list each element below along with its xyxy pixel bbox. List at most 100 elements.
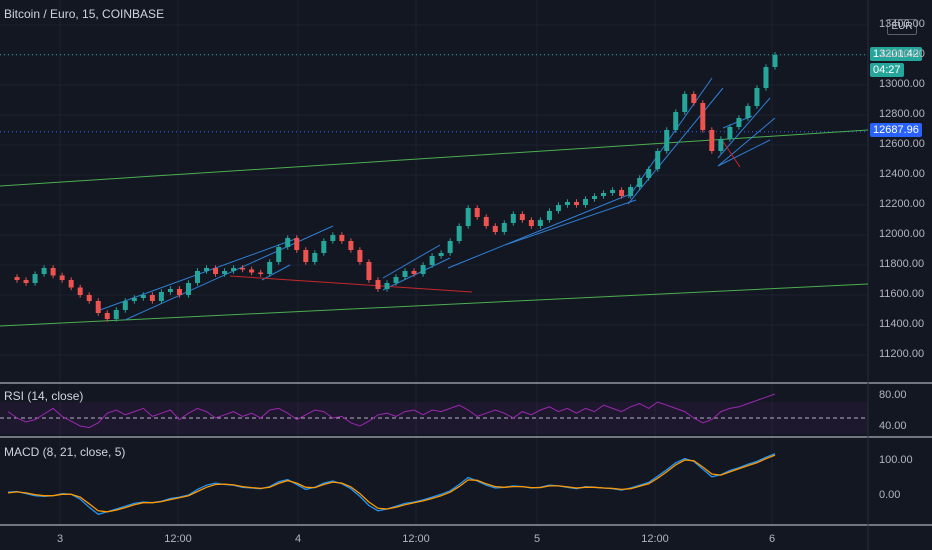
candle-body bbox=[231, 268, 237, 271]
trend-line bbox=[627, 87, 724, 205]
price-tick: 12200.00 bbox=[879, 198, 925, 210]
candle-body bbox=[258, 272, 264, 274]
candle-body bbox=[176, 289, 182, 295]
chart-title: Bitcoin / Euro, 15, COINBASE bbox=[4, 7, 165, 21]
price-tick: 12600.00 bbox=[879, 138, 925, 150]
price-tick: 11600.00 bbox=[879, 288, 925, 300]
candle-body bbox=[41, 268, 47, 274]
candle-body bbox=[619, 190, 625, 196]
candle-body bbox=[267, 262, 273, 274]
rsi-label[interactable]: RSI (14, close) bbox=[4, 389, 84, 403]
candle-body bbox=[691, 94, 697, 103]
candle-body bbox=[745, 106, 751, 118]
trend-line bbox=[124, 225, 334, 321]
candle-body bbox=[646, 169, 652, 178]
candle-body bbox=[655, 151, 661, 169]
candle-body bbox=[32, 274, 38, 283]
candle-body bbox=[583, 199, 589, 205]
signal-line bbox=[7, 454, 776, 513]
candle-body bbox=[546, 211, 552, 220]
time-tick: 12:00 bbox=[641, 533, 669, 545]
candle-body bbox=[357, 250, 363, 262]
candle-body bbox=[140, 295, 146, 298]
candle-body bbox=[411, 271, 417, 274]
candle-body bbox=[528, 220, 534, 226]
price-tick: 13200.00 bbox=[879, 48, 925, 60]
candle-body bbox=[754, 88, 760, 106]
time-tick: 12:00 bbox=[402, 533, 430, 545]
candle-body bbox=[68, 280, 74, 288]
candle-body bbox=[456, 226, 462, 241]
candle-body bbox=[420, 265, 426, 274]
candle-body bbox=[222, 271, 228, 274]
price-tick: 13000.00 bbox=[879, 78, 925, 90]
candle-body bbox=[736, 118, 742, 127]
candle-body bbox=[465, 208, 471, 226]
candle-body bbox=[492, 226, 498, 232]
candle-body bbox=[537, 220, 543, 226]
candle-body bbox=[14, 277, 20, 280]
candle-body bbox=[240, 268, 246, 270]
currency-badge[interactable]: EUR bbox=[887, 19, 917, 35]
trend-line bbox=[382, 244, 441, 279]
candle-body bbox=[294, 238, 300, 250]
price-line-tag[interactable]: 12687.96 bbox=[870, 123, 922, 137]
time-tick: 4 bbox=[294, 533, 302, 545]
candle-body bbox=[555, 205, 561, 211]
trend-line bbox=[504, 199, 637, 246]
candle-body bbox=[366, 262, 372, 280]
candle-body bbox=[348, 241, 354, 250]
candle-body bbox=[763, 67, 769, 88]
candle-body bbox=[519, 214, 525, 220]
candle-body bbox=[249, 269, 255, 273]
candle-body bbox=[501, 223, 507, 232]
candle-body bbox=[194, 271, 200, 283]
candle-body bbox=[204, 268, 210, 271]
support-line bbox=[0, 283, 869, 327]
candle-body bbox=[339, 235, 345, 241]
support-line bbox=[0, 129, 869, 187]
candle-body bbox=[303, 250, 309, 262]
candle-body bbox=[167, 289, 173, 292]
time-tick: 12:00 bbox=[164, 533, 192, 545]
candle-body bbox=[384, 283, 390, 289]
rsi-line bbox=[7, 393, 776, 429]
candle-body bbox=[474, 208, 480, 217]
candle-body bbox=[375, 280, 381, 289]
candle-body bbox=[429, 256, 435, 265]
price-tick: 11400.00 bbox=[879, 318, 925, 330]
candle-body bbox=[213, 268, 219, 274]
trend-line bbox=[261, 264, 291, 281]
candle-body bbox=[438, 253, 444, 256]
candle-body bbox=[727, 127, 733, 139]
candle-body bbox=[122, 301, 128, 310]
candle-body bbox=[330, 235, 336, 241]
candle-body bbox=[50, 268, 56, 276]
time-tick: 3 bbox=[56, 533, 64, 545]
candle-body bbox=[601, 193, 607, 196]
candle-body bbox=[158, 292, 164, 301]
candle-body bbox=[628, 187, 634, 196]
macd-line bbox=[7, 453, 776, 516]
candle-body bbox=[23, 280, 29, 283]
candle-body bbox=[402, 271, 408, 277]
macd-label[interactable]: MACD (8, 21, close, 5) bbox=[4, 445, 126, 459]
candle-body bbox=[709, 130, 715, 151]
candle-body bbox=[285, 238, 291, 247]
trend-line bbox=[717, 139, 771, 167]
time-tick: 6 bbox=[768, 533, 776, 545]
rsi-pane bbox=[0, 393, 868, 434]
candle-body bbox=[131, 298, 137, 301]
countdown-tag: 04:27 bbox=[870, 63, 904, 77]
candle-body bbox=[77, 287, 83, 295]
candle-body bbox=[312, 253, 318, 262]
macd-tick-100: 100.00 bbox=[879, 454, 913, 466]
rsi-tick-80: 80.00 bbox=[879, 389, 907, 401]
candle-body bbox=[321, 241, 327, 253]
price-tick: 13400.00 bbox=[879, 18, 925, 30]
candle-body bbox=[573, 202, 579, 205]
rsi-tick-40: 40.00 bbox=[879, 420, 907, 432]
candle-body bbox=[95, 301, 101, 313]
